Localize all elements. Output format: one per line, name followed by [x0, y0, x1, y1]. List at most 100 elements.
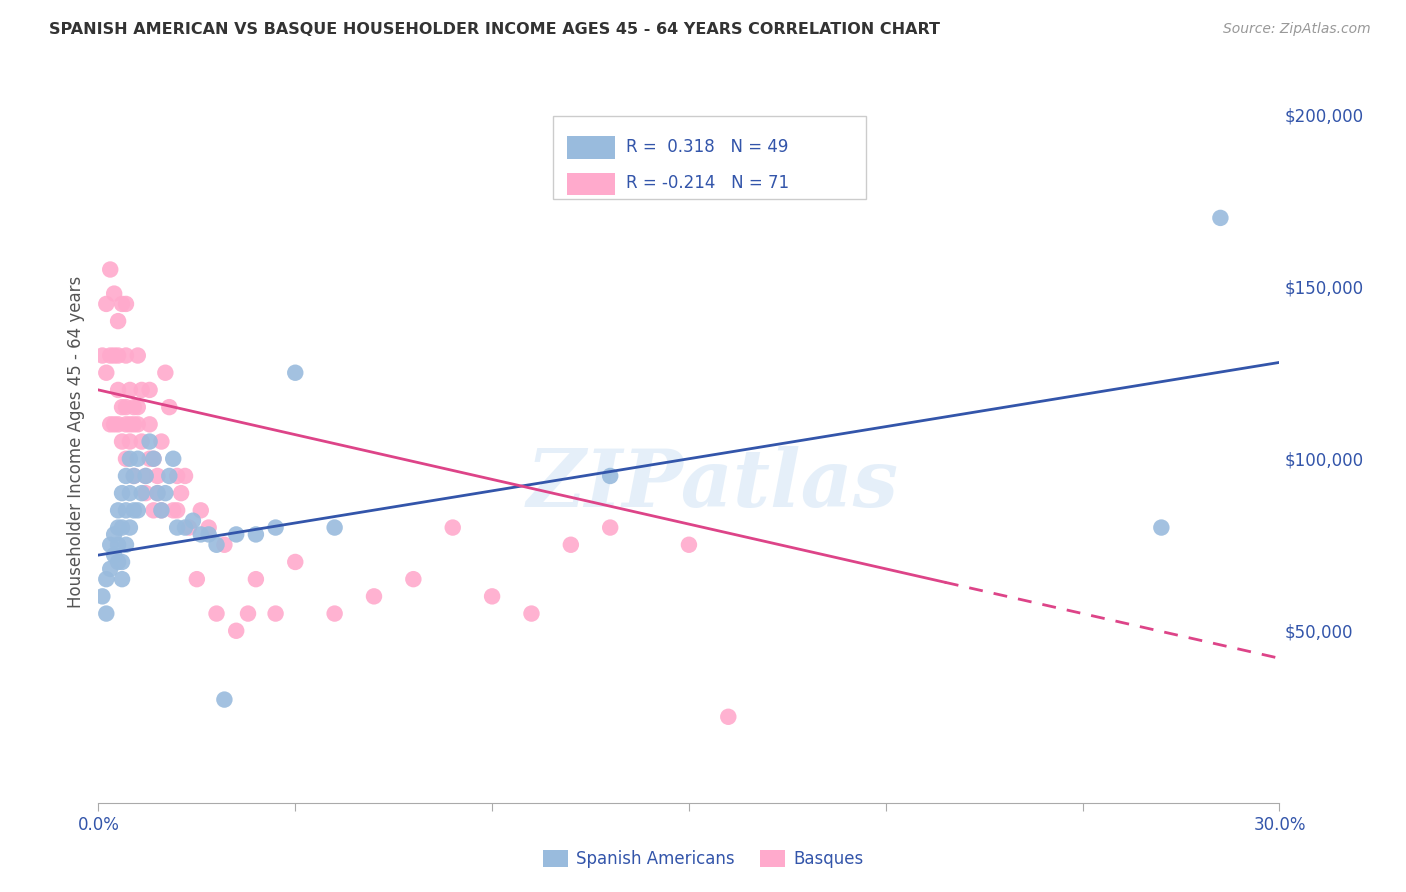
Point	[103, 527, 125, 541]
Point	[481, 590, 503, 604]
Point	[284, 366, 307, 380]
Point	[131, 486, 153, 500]
Point	[717, 710, 740, 724]
Point	[174, 520, 197, 534]
Point	[214, 692, 236, 706]
Point	[118, 486, 141, 500]
Point	[115, 297, 138, 311]
Text: Source: ZipAtlas.com: Source: ZipAtlas.com	[1223, 22, 1371, 37]
Point	[146, 469, 169, 483]
Point	[115, 538, 138, 552]
Point	[150, 503, 173, 517]
Point	[323, 607, 346, 621]
Point	[157, 469, 180, 483]
Point	[135, 486, 157, 500]
Point	[214, 538, 236, 552]
Point	[142, 503, 165, 517]
Point	[166, 520, 188, 534]
Point	[155, 486, 177, 500]
Point	[96, 572, 118, 586]
Point	[190, 503, 212, 517]
Point	[107, 520, 129, 534]
Point	[197, 527, 219, 541]
Point	[138, 434, 160, 449]
Point	[103, 286, 125, 301]
Point	[122, 469, 145, 483]
Point	[197, 520, 219, 534]
Point	[107, 314, 129, 328]
Point	[127, 349, 149, 363]
Point	[146, 486, 169, 500]
Point	[146, 486, 169, 500]
Point	[142, 451, 165, 466]
Point	[284, 555, 307, 569]
Point	[560, 538, 582, 552]
Point	[599, 520, 621, 534]
Point	[115, 451, 138, 466]
Point	[111, 555, 134, 569]
Point	[96, 607, 118, 621]
FancyBboxPatch shape	[553, 117, 866, 200]
Point	[170, 486, 193, 500]
Point	[131, 383, 153, 397]
Text: SPANISH AMERICAN VS BASQUE HOUSEHOLDER INCOME AGES 45 - 64 YEARS CORRELATION CHA: SPANISH AMERICAN VS BASQUE HOUSEHOLDER I…	[49, 22, 941, 37]
Point	[122, 417, 145, 432]
Point	[135, 469, 157, 483]
Point	[323, 520, 346, 534]
Point	[115, 400, 138, 414]
Point	[96, 297, 118, 311]
Point	[127, 503, 149, 517]
Point	[150, 434, 173, 449]
Point	[186, 572, 208, 586]
Point	[599, 469, 621, 483]
Point	[264, 520, 287, 534]
Point	[245, 572, 267, 586]
Point	[118, 451, 141, 466]
Point	[264, 607, 287, 621]
Point	[127, 417, 149, 432]
FancyBboxPatch shape	[567, 136, 614, 159]
Point	[111, 297, 134, 311]
Point	[174, 469, 197, 483]
Point	[205, 607, 228, 621]
Point	[91, 349, 114, 363]
Point	[520, 607, 543, 621]
Legend: Spanish Americans, Basques: Spanish Americans, Basques	[536, 843, 870, 875]
Point	[166, 469, 188, 483]
Point	[111, 572, 134, 586]
Point	[98, 349, 121, 363]
Point	[402, 572, 425, 586]
Point	[98, 538, 121, 552]
Point	[103, 548, 125, 562]
Point	[107, 417, 129, 432]
Point	[190, 527, 212, 541]
Point	[441, 520, 464, 534]
Point	[177, 520, 200, 534]
Point	[111, 520, 134, 534]
Y-axis label: Householder Income Ages 45 - 64 years: Householder Income Ages 45 - 64 years	[66, 276, 84, 607]
Point	[122, 503, 145, 517]
Point	[363, 590, 385, 604]
Point	[225, 624, 247, 638]
Point	[131, 434, 153, 449]
Text: R =  0.318   N = 49: R = 0.318 N = 49	[626, 137, 789, 155]
Point	[118, 520, 141, 534]
Point	[162, 503, 184, 517]
Point	[107, 555, 129, 569]
Point	[107, 503, 129, 517]
Point	[107, 538, 129, 552]
Point	[150, 503, 173, 517]
Point	[181, 514, 204, 528]
Point	[225, 527, 247, 541]
Point	[138, 383, 160, 397]
Point	[127, 451, 149, 466]
Point	[98, 417, 121, 432]
Text: ZIPatlas: ZIPatlas	[526, 446, 898, 524]
Point	[157, 400, 180, 414]
Point	[115, 417, 138, 432]
Point	[115, 503, 138, 517]
Point	[107, 383, 129, 397]
Point	[107, 349, 129, 363]
Point	[118, 417, 141, 432]
Point	[91, 590, 114, 604]
